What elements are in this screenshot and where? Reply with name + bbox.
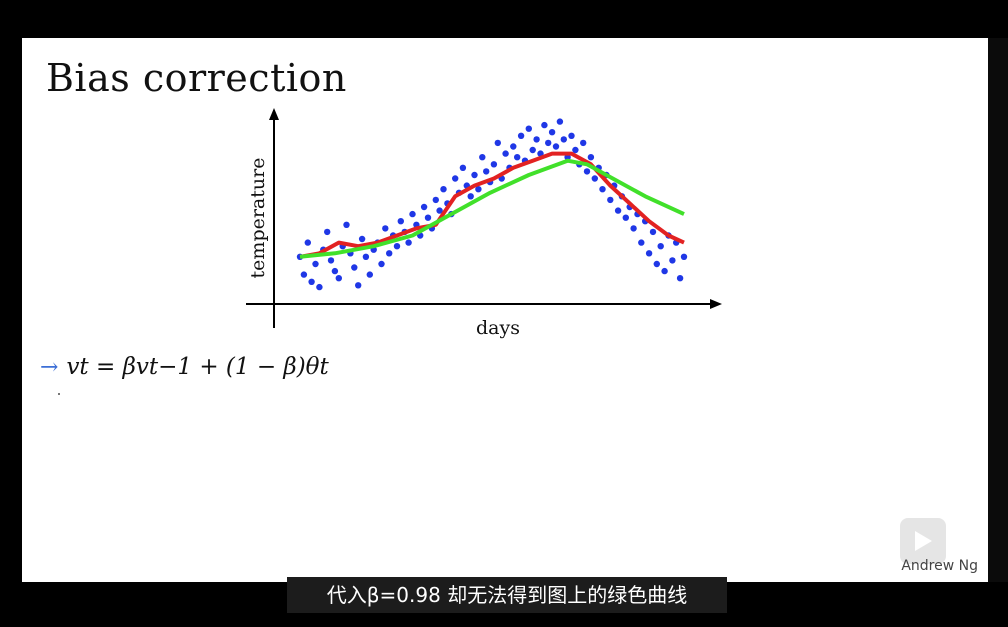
data-point (541, 121, 548, 129)
window-left-bar (0, 38, 22, 582)
data-point (409, 210, 416, 218)
data-point (607, 196, 614, 204)
window-top-bar (0, 0, 1008, 38)
data-point (358, 235, 366, 243)
data-points (296, 118, 688, 291)
data-point (393, 243, 401, 250)
data-point (459, 164, 467, 171)
data-point (548, 129, 556, 136)
data-point (471, 171, 478, 179)
data-point (514, 154, 521, 161)
data-point (405, 239, 412, 246)
data-point (653, 260, 660, 268)
data-point (599, 186, 606, 193)
data-point (343, 221, 350, 228)
data-point (568, 132, 575, 139)
data-point (680, 253, 688, 260)
data-point (587, 154, 595, 161)
data-point (452, 175, 459, 182)
data-point (661, 267, 668, 275)
data-point (424, 214, 432, 221)
data-point (645, 250, 653, 257)
subtitle-background (287, 577, 727, 613)
data-point (327, 257, 335, 264)
x-axis-label: days (476, 317, 520, 339)
data-point (591, 175, 598, 182)
window-right-strip (988, 38, 1008, 582)
data-point (312, 260, 319, 268)
play-button[interactable] (900, 518, 946, 564)
data-point (351, 264, 358, 271)
data-point (386, 250, 393, 257)
data-point (362, 253, 370, 260)
data-point (638, 239, 645, 246)
data-point (556, 118, 564, 125)
data-point (316, 283, 323, 291)
data-point (657, 243, 664, 250)
data-point (494, 139, 501, 147)
formula-text: vt = βvt−1 + (1 − β)θt (66, 354, 329, 380)
data-point (533, 136, 540, 143)
data-point (517, 132, 525, 139)
data-point (378, 260, 385, 268)
data-point (432, 196, 439, 204)
stray-dot (58, 393, 60, 395)
data-point (529, 146, 536, 154)
video-subtitle: 代入β=0.98 却无法得到图上的绿色曲线 (326, 583, 688, 607)
slide-title: Bias correction (46, 56, 347, 100)
arrow-right-icon: → (40, 355, 59, 380)
data-point (436, 207, 443, 214)
data-point (614, 207, 622, 214)
data-point (308, 278, 315, 285)
ewma-chart: days temperature (246, 108, 722, 339)
data-point (483, 168, 490, 175)
ewma-formula: → vt = βvt−1 + (1 − β)θt (40, 354, 329, 380)
data-point (545, 139, 552, 147)
data-point (366, 271, 373, 278)
data-point (324, 228, 331, 236)
green-ewma-curve (299, 158, 685, 259)
author-credit: Andrew Ng (901, 558, 978, 574)
data-point (552, 143, 560, 150)
data-point (397, 218, 404, 225)
data-point (355, 282, 362, 289)
data-point (335, 275, 342, 282)
data-point (479, 154, 486, 161)
data-point (467, 193, 474, 200)
data-point (580, 139, 587, 147)
data-point (560, 136, 567, 143)
data-point (304, 239, 311, 246)
chart-axes: days temperature (246, 108, 722, 339)
data-point (622, 214, 629, 221)
y-axis-label: temperature (247, 158, 269, 279)
data-point (564, 154, 571, 161)
data-point (525, 125, 532, 132)
data-point (669, 257, 676, 264)
data-point (490, 161, 498, 168)
data-point (583, 168, 591, 175)
data-point (420, 203, 428, 211)
red-ewma-curve (299, 151, 685, 259)
lecture-slide: Bias correction days temperature → vt = β… (22, 38, 988, 582)
data-point (510, 143, 517, 150)
data-point (382, 225, 389, 232)
data-point (300, 271, 308, 278)
data-point (676, 275, 684, 282)
y-axis-arrowhead (269, 108, 279, 120)
play-icon (915, 531, 932, 551)
data-point (572, 146, 579, 154)
data-point (502, 150, 509, 157)
data-point (649, 228, 657, 236)
data-point (440, 186, 447, 193)
data-point (630, 225, 637, 232)
data-point (331, 267, 339, 275)
x-axis-arrowhead (710, 299, 722, 309)
data-point (475, 186, 482, 193)
